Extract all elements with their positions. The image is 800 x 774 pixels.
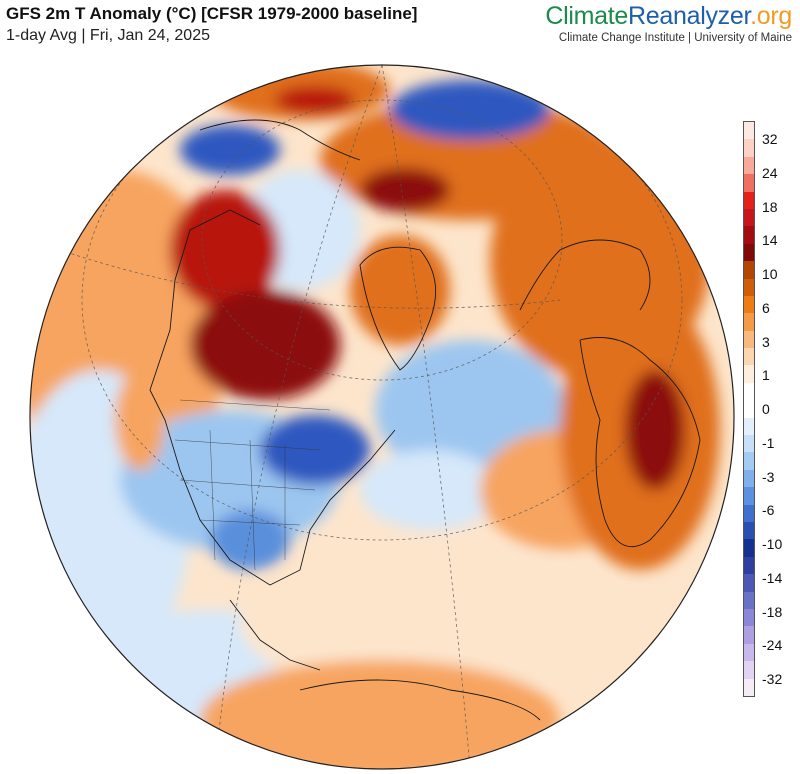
colorbar-tick-label: -10 <box>762 536 783 552</box>
anomaly-cool-mid-atlantic <box>360 450 500 530</box>
colorbar-segment <box>744 382 754 401</box>
anomaly-field <box>30 65 734 769</box>
globe-outline <box>29 64 735 770</box>
colorbar-tick-label: 18 <box>762 198 778 215</box>
graticule <box>59 65 683 769</box>
anomaly-warm-south-america <box>200 660 560 769</box>
colorbar-tick-label: -32 <box>762 671 783 687</box>
colorbar-segment <box>744 400 754 418</box>
colorbar-tick-label: -14 <box>762 569 783 586</box>
colorbar <box>743 121 755 697</box>
colorbar-segment <box>744 208 754 227</box>
colorbar-segment <box>744 278 754 296</box>
brand-logo[interactable]: ClimateReanalyzer.org <box>545 2 792 31</box>
colorbar-tick-label: -18 <box>762 603 783 620</box>
anomaly-hot-siberia <box>360 168 450 212</box>
colorbar-segment <box>744 365 754 383</box>
colorbar-segment <box>744 417 754 436</box>
colorbar-segment <box>744 330 754 349</box>
coastline-greenland <box>359 246 437 371</box>
coastline-north-america <box>149 389 396 586</box>
colorbar-segment <box>744 626 754 644</box>
coastline-northeast-asia <box>199 119 361 161</box>
colorbar-segment <box>744 348 754 366</box>
anomaly-hot-sahara <box>625 370 685 490</box>
coastline-africa <box>579 337 701 548</box>
state-borders <box>174 399 331 571</box>
colorbar-ticks: 32 24 18 14 10 6 3 1 0 -1 -3 -6 -10 -14 -18 -24 -32 <box>762 121 800 697</box>
coastline-south-america <box>299 679 541 721</box>
colorbar-segment <box>744 226 754 244</box>
brand-logo-part-climate: Climate <box>545 2 629 30</box>
colorbar-segment <box>744 643 754 662</box>
colorbar-segment <box>744 261 754 279</box>
colorbar-segment <box>744 174 754 192</box>
colorbar-tick-label: 10 <box>762 266 778 282</box>
brand-logo-part-reanalyzer: Reanalyzer <box>628 2 751 30</box>
colorbar-tick-label: 14 <box>762 232 778 249</box>
colorbar-segment <box>744 452 754 470</box>
coastlines <box>149 119 701 721</box>
colorbar-tick-label: 32 <box>762 131 778 147</box>
anomaly-cold-central-asia <box>390 80 550 140</box>
colorbar-segment <box>744 243 754 262</box>
colorbar-segment <box>744 661 754 679</box>
anomaly-cold-eastern-canada <box>260 415 370 485</box>
colorbar-tick-label: 24 <box>762 164 778 181</box>
colorbar-tick-label: -24 <box>762 637 783 654</box>
colorbar-segment <box>744 504 754 522</box>
colorbar-segment <box>744 139 754 157</box>
colorbar-segment <box>744 435 754 453</box>
colorbar-segment <box>744 574 754 592</box>
brand-logo-part-org: .org <box>750 2 792 30</box>
colorbar-segment <box>744 678 754 696</box>
colorbar-tick-label: 0 <box>762 401 770 417</box>
colorbar-segment <box>744 608 754 627</box>
colorbar-segment <box>744 469 754 488</box>
colorbar-segment <box>744 521 754 540</box>
colorbar-tick-label: -6 <box>762 502 775 519</box>
anomaly-warm-tropical-atlantic <box>240 540 620 700</box>
colorbar-segment <box>744 191 754 209</box>
colorbar-segment <box>744 591 754 609</box>
anomaly-warm-greenland <box>350 235 450 345</box>
coastline-central-america <box>229 599 321 671</box>
colorbar-segment <box>744 487 754 505</box>
anomaly-hot-alaska <box>170 190 280 310</box>
colorbar-tick-label: 6 <box>762 299 770 316</box>
anomaly-hot-northwest-canada <box>190 290 340 400</box>
colorbar-segment <box>744 295 754 314</box>
coastline-alaska <box>149 209 261 391</box>
colorbar-tick-label: -3 <box>762 468 775 485</box>
colorbar-tick-label: 1 <box>762 367 770 384</box>
map-subtitle: 1-day Avg | Fri, Jan 24, 2025 <box>6 27 210 44</box>
colorbar-segment <box>744 156 754 175</box>
anomaly-cold-southeast-us <box>210 510 290 570</box>
colorbar-segment <box>744 539 754 557</box>
coastline-europe <box>519 239 651 311</box>
map-title: GFS 2m T Anomaly (°C) [CFSR 1979-2000 ba… <box>6 4 418 23</box>
colorbar-tick-label: -1 <box>762 434 775 451</box>
brand-tagline: Climate Change Institute | University of… <box>558 32 792 44</box>
colorbar-segment <box>744 556 754 575</box>
colorbar-segment <box>744 122 754 140</box>
colorbar-segment <box>744 313 754 331</box>
anomaly-hot-east-asia <box>275 86 355 114</box>
anomaly-cold-northeast-asia <box>180 125 280 175</box>
colorbar-tick-label: 3 <box>762 333 770 350</box>
